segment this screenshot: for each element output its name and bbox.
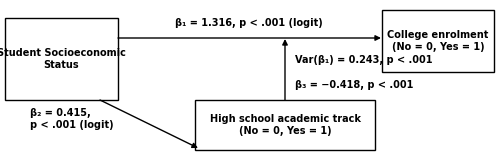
Bar bbox=[5, 18, 118, 100]
Text: College enrolment
(No = 0, Yes = 1): College enrolment (No = 0, Yes = 1) bbox=[388, 30, 488, 52]
Text: High school academic track
(No = 0, Yes = 1): High school academic track (No = 0, Yes … bbox=[210, 114, 360, 136]
Text: β₁ = 1.316, p < .001 (logit): β₁ = 1.316, p < .001 (logit) bbox=[175, 18, 323, 28]
Bar bbox=[382, 10, 494, 72]
Text: β₂ = 0.415,
p < .001 (logit): β₂ = 0.415, p < .001 (logit) bbox=[30, 108, 114, 130]
Text: Var(β₁) = 0.243, p < .001: Var(β₁) = 0.243, p < .001 bbox=[295, 55, 432, 65]
Bar bbox=[195, 100, 375, 150]
Text: β₃ = −0.418, p < .001: β₃ = −0.418, p < .001 bbox=[295, 80, 414, 90]
Text: Student Socioeconomic
Status: Student Socioeconomic Status bbox=[0, 48, 126, 70]
